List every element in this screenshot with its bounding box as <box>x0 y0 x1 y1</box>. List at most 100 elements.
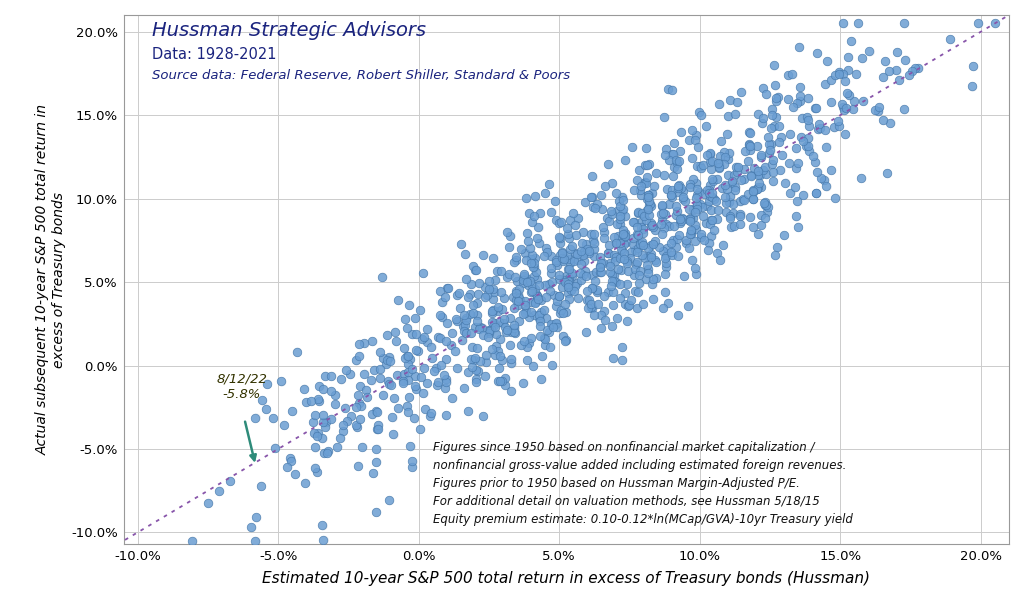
Point <box>544 276 560 286</box>
Point <box>702 219 719 229</box>
Point <box>750 109 766 118</box>
Point <box>625 142 641 152</box>
Point <box>371 424 387 434</box>
Point <box>870 107 887 117</box>
Point <box>612 239 629 248</box>
Point <box>586 236 602 246</box>
Point <box>545 277 561 287</box>
Point <box>743 172 760 182</box>
Point <box>398 401 415 410</box>
Point <box>745 195 762 204</box>
Point <box>643 220 659 230</box>
Point <box>699 201 716 211</box>
Point <box>744 171 761 180</box>
Point <box>669 158 685 168</box>
Point <box>584 303 600 313</box>
Point <box>314 520 331 530</box>
Point <box>523 259 540 269</box>
Point <box>623 295 639 305</box>
Point <box>718 193 734 203</box>
Point <box>430 332 446 342</box>
Point <box>827 193 844 203</box>
Point <box>811 120 827 129</box>
Point <box>566 257 583 266</box>
Point <box>712 99 728 109</box>
Point <box>697 219 714 228</box>
Point <box>523 218 540 227</box>
Point <box>577 266 593 275</box>
Point <box>781 71 798 81</box>
Point <box>557 337 573 346</box>
Point <box>847 97 863 106</box>
Point <box>719 129 735 138</box>
Point <box>457 326 473 336</box>
Point <box>456 322 472 331</box>
Point <box>518 297 535 307</box>
Point <box>463 328 479 337</box>
Point <box>662 85 678 94</box>
Point <box>720 170 736 180</box>
Point <box>486 350 503 360</box>
Point <box>627 218 643 227</box>
Point <box>500 326 516 335</box>
Point <box>506 304 522 313</box>
Point <box>792 43 808 52</box>
Point <box>552 308 568 318</box>
Point <box>713 136 729 146</box>
Point <box>558 272 574 281</box>
Point <box>755 165 771 175</box>
Point <box>654 201 671 210</box>
Point <box>838 77 854 87</box>
Point <box>585 304 601 313</box>
Point <box>620 259 636 269</box>
Point <box>613 265 630 275</box>
Point <box>768 94 784 104</box>
Point <box>643 221 659 231</box>
Point <box>696 235 713 245</box>
Point <box>705 165 721 174</box>
Point <box>702 157 719 167</box>
Point <box>495 356 511 365</box>
Point <box>604 276 621 285</box>
Point <box>753 171 769 180</box>
Point <box>575 250 592 260</box>
Point <box>628 287 644 296</box>
Point <box>754 183 770 192</box>
Point <box>600 287 616 297</box>
Point <box>725 221 741 231</box>
Point <box>423 412 439 421</box>
Point <box>689 270 706 279</box>
Point <box>484 307 501 316</box>
Point <box>457 383 473 393</box>
Point <box>397 353 414 362</box>
Point <box>726 209 742 218</box>
Point <box>585 172 601 182</box>
Point <box>523 308 540 317</box>
Point <box>553 234 569 244</box>
Point <box>672 215 688 224</box>
Point <box>645 274 662 284</box>
Point <box>558 308 574 318</box>
Point <box>485 287 502 297</box>
Point <box>896 105 912 115</box>
Point <box>351 339 368 349</box>
Point <box>652 219 669 229</box>
Point <box>675 215 691 224</box>
Point <box>525 361 542 371</box>
Point <box>521 276 538 286</box>
Point <box>682 216 698 226</box>
Point <box>682 135 698 145</box>
Point <box>751 109 767 119</box>
Point <box>631 209 647 218</box>
Point <box>629 257 645 267</box>
Point <box>383 356 399 366</box>
Point <box>573 269 590 279</box>
Point <box>801 142 817 151</box>
Point <box>455 321 471 331</box>
Point <box>494 288 510 297</box>
Point <box>518 306 535 316</box>
Point <box>593 263 609 272</box>
Point <box>592 261 608 270</box>
Point <box>400 392 417 402</box>
Point <box>552 238 568 248</box>
